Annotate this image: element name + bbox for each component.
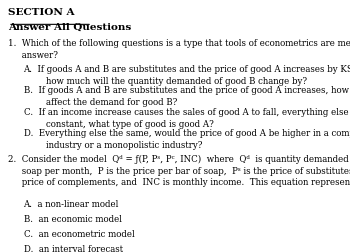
Text: 2.  Consider the model  Qᵈ = ƒ(P, Pˢ, Pᶜ, INC)  where  Qᵈ  is quantity demanded : 2. Consider the model Qᵈ = ƒ(P, Pˢ, Pᶜ, … <box>8 154 350 187</box>
Text: A.  a non-linear model: A. a non-linear model <box>23 199 119 208</box>
Text: D.  an interval forecast: D. an interval forecast <box>23 244 122 252</box>
Text: SECTION A: SECTION A <box>8 8 75 17</box>
Text: C.  an econometric model: C. an econometric model <box>23 229 134 238</box>
Text: B.  If goods A and B are substitutes and the price of good A increases, how will: B. If goods A and B are substitutes and … <box>23 86 350 107</box>
Text: B.  an economic model: B. an economic model <box>23 214 121 223</box>
Text: A.  If goods A and B are substitutes and the price of good A increases by KSH 10: A. If goods A and B are substitutes and … <box>23 65 350 86</box>
Text: 1.  Which of the following questions is a type that tools of econometrics are me: 1. Which of the following questions is a… <box>8 39 350 60</box>
Text: Answer All Questions: Answer All Questions <box>8 23 131 32</box>
Text: D.  Everything else the same, would the price of good A be higher in a competiti: D. Everything else the same, would the p… <box>23 129 350 149</box>
Text: C.  If an income increase causes the sales of good A to fall, everything else he: C. If an income increase causes the sale… <box>23 107 350 128</box>
